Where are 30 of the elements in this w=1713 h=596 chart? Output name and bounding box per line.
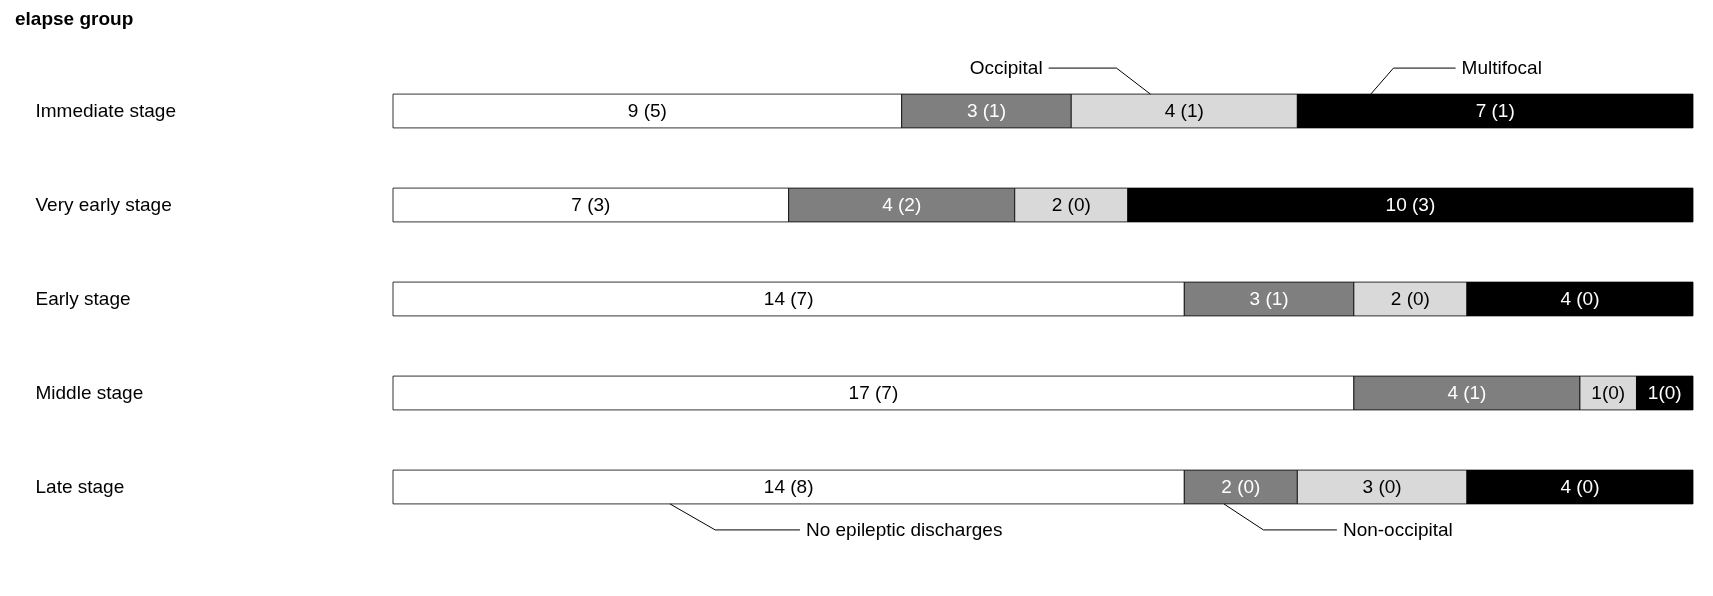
series-label: Multifocal — [1461, 57, 1542, 79]
data-label: 10 (3) — [1385, 194, 1436, 215]
data-label: 1(0) — [1647, 382, 1682, 403]
data-label: 4 (0) — [1560, 288, 1600, 309]
data-label: 4 (0) — [1560, 476, 1600, 497]
text: elapse group — [15, 8, 134, 30]
series-label: Occipital — [969, 57, 1043, 79]
y-tick-label: Immediate stage — [35, 100, 176, 121]
data-label: 7 (1) — [1475, 100, 1515, 121]
data-label: 4 (2) — [882, 194, 922, 215]
data-label: 17 (7) — [848, 382, 899, 403]
data-label: 14 (8) — [763, 476, 814, 497]
y-tick-label: Very early stage — [35, 194, 172, 215]
data-label: 2 (0) — [1390, 288, 1430, 309]
y-tick-label: Middle stage — [35, 382, 144, 403]
data-label: 2 (0) — [1051, 194, 1091, 215]
data-label: 7 (3) — [571, 194, 611, 215]
data-label: 3 (1) — [966, 100, 1007, 121]
series-label: No epileptic discharges — [805, 518, 1003, 540]
data-label: 9 (5) — [627, 100, 667, 121]
y-tick-label: Late stage — [35, 476, 125, 497]
data-label: 1(0) — [1591, 382, 1626, 403]
data-label: 4 (1) — [1447, 382, 1487, 403]
data-label: 3 (1) — [1249, 288, 1289, 309]
data-label: 3 (0) — [1362, 476, 1402, 497]
text: Non-occipital — [1342, 518, 1453, 540]
data-label: 4 (1) — [1164, 100, 1204, 121]
data-label: 14 (7) — [763, 288, 814, 309]
data-label: 2 (0) — [1221, 476, 1261, 497]
y-tick-label: Early stage — [35, 288, 131, 309]
